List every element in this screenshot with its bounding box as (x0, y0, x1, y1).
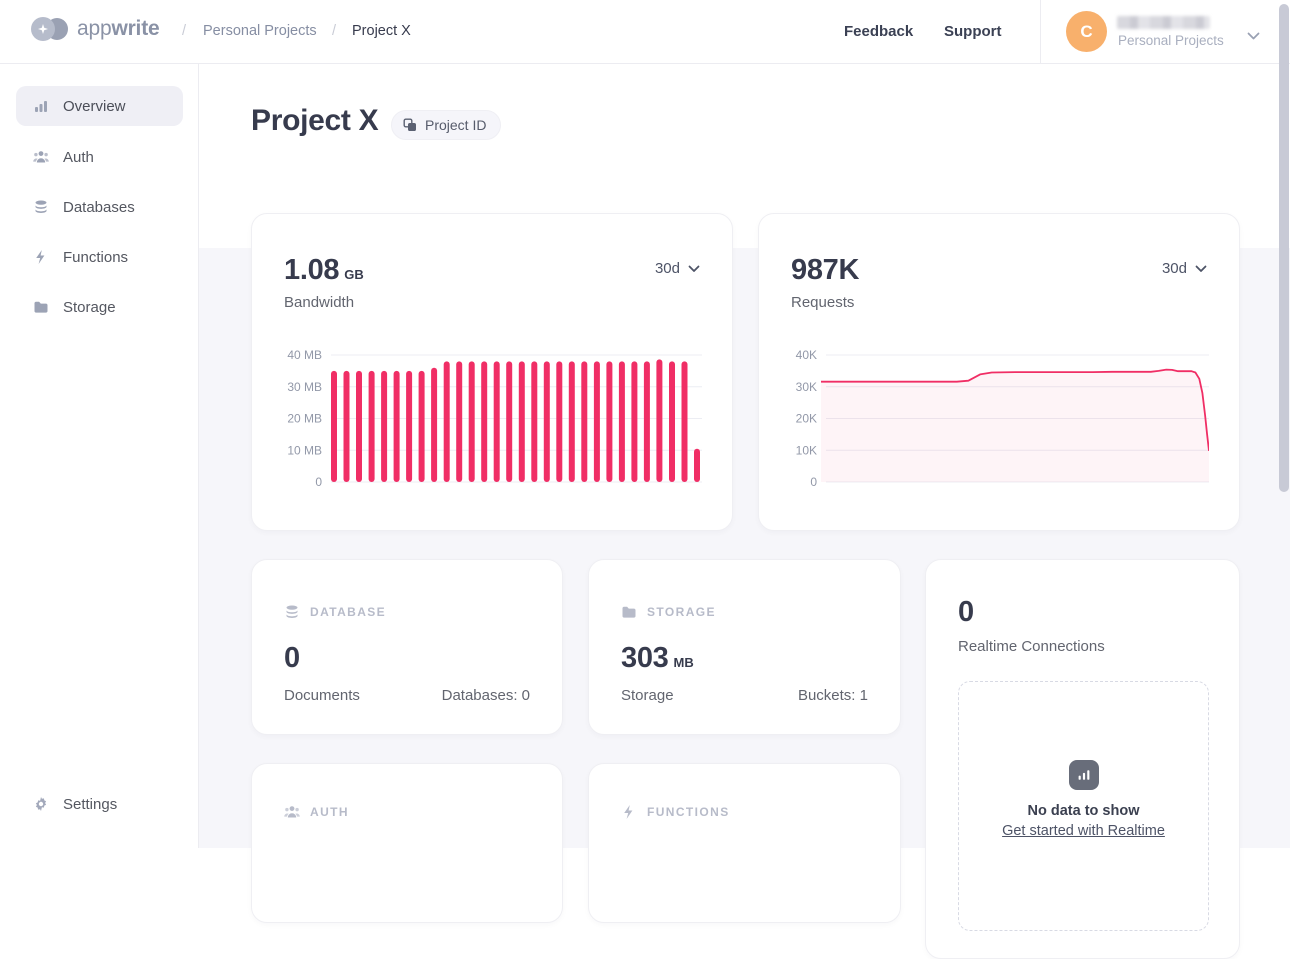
requests-card: 987K Requests 30d 40K 30K 20K 10K 0 (758, 213, 1240, 531)
requests-label: Requests (791, 294, 855, 311)
page-title: Project X (251, 104, 379, 137)
bandwidth-chart: 40 MB 30 MB 20 MB 10 MB 0 (287, 348, 702, 489)
bandwidth-unit: GB (344, 267, 364, 282)
svg-text:30 MB: 30 MB (287, 380, 322, 394)
sidebar-item-label: Storage (63, 298, 116, 316)
sidebar-item-storage[interactable]: Storage (16, 287, 183, 327)
feedback-link[interactable]: Feedback (844, 23, 914, 40)
realtime-connections-count: 0 (958, 596, 974, 628)
functions-category-label: FUNCTIONS (647, 805, 730, 819)
no-data-chart-icon (1068, 760, 1099, 790)
avatar[interactable]: C (1066, 11, 1107, 52)
requests-chart: 40K 30K 20K 10K 0 (796, 348, 1209, 489)
storage-unit: MB (673, 655, 694, 670)
databases-meta: Databases: 0 (441, 687, 530, 704)
range-value: 30d (654, 260, 680, 277)
auth-card: AUTH (251, 763, 563, 923)
database-category-label: DATABASE (310, 605, 387, 619)
svg-text:0: 0 (315, 475, 322, 489)
svg-text:10 MB: 10 MB (287, 443, 322, 457)
users-icon (33, 149, 49, 165)
storage-card: STORAGE 303 MB Storage Buckets: 1 (588, 559, 901, 735)
svg-text:40K: 40K (796, 348, 817, 362)
range-value: 30d (1161, 260, 1187, 277)
folder-icon (33, 299, 49, 315)
breadcrumb-separator: / (332, 23, 337, 39)
sidebar-item-settings[interactable]: Settings (16, 784, 183, 824)
chevron-down-icon (1195, 260, 1207, 277)
sidebar-item-overview[interactable]: Overview (16, 86, 183, 126)
svg-text:0: 0 (810, 475, 817, 489)
no-data-title: No data to show (1027, 803, 1140, 819)
users-icon (284, 804, 300, 820)
svg-text:30K: 30K (796, 380, 817, 394)
project-id-badge-label: Project ID (425, 117, 487, 133)
user-name-redacted (1117, 16, 1210, 29)
bandwidth-range-select[interactable]: 30d (655, 260, 700, 277)
requests-range-select[interactable]: 30d (1162, 260, 1207, 277)
lightning-icon (33, 249, 49, 265)
chevron-down-icon[interactable] (1247, 27, 1260, 45)
sidebar-item-label: Settings (63, 795, 118, 813)
chevron-down-icon (688, 260, 700, 277)
buckets-meta: Buckets: 1 (797, 687, 868, 704)
sidebar-item-databases[interactable]: Databases (16, 187, 183, 227)
database-icon (33, 199, 49, 215)
breadcrumb-current: Project X (352, 23, 411, 39)
functions-card: FUNCTIONS (588, 763, 901, 923)
svg-text:10K: 10K (796, 443, 817, 457)
support-link[interactable]: Support (944, 23, 1002, 40)
lightning-icon (621, 804, 637, 820)
bar-chart-icon (33, 98, 49, 114)
sidebar-item-label: Databases (63, 198, 135, 216)
auth-category-label: AUTH (310, 805, 349, 819)
sidebar-item-label: Functions (63, 248, 129, 266)
project-id-badge[interactable]: Project ID (391, 110, 502, 140)
logo-text: appwrite (77, 17, 160, 40)
bandwidth-card: 1.08 GB Bandwidth 30d 40 MB 30 MB 20 MB 10 … (251, 213, 733, 531)
svg-text:40 MB: 40 MB (287, 348, 322, 362)
folder-icon (621, 604, 637, 620)
svg-text:20 MB: 20 MB (287, 412, 322, 426)
sidebar-item-label: Auth (63, 148, 94, 166)
sidebar-item-label: Overview (63, 97, 126, 115)
requests-value: 987K (791, 254, 860, 286)
realtime-card: 0 Realtime Connections No data to show G… (925, 559, 1240, 959)
header-divider (1040, 0, 1041, 63)
realtime-empty-state: No data to show Get started with Realtim… (958, 681, 1209, 931)
sidebar: Overview Auth Databases Functions Storag… (0, 64, 199, 848)
documents-count: 0 (284, 642, 300, 674)
svg-text:20K: 20K (796, 412, 817, 426)
header: appwrite / Personal Projects / Project X… (0, 0, 1290, 64)
sidebar-item-functions[interactable]: Functions (16, 237, 183, 277)
breadcrumb-parent[interactable]: Personal Projects (203, 23, 317, 39)
bandwidth-value: 1.08 (284, 254, 340, 286)
storage-category-label: STORAGE (647, 605, 716, 619)
realtime-connections-label: Realtime Connections (958, 638, 1105, 655)
breadcrumb-separator: / (182, 23, 187, 39)
get-started-realtime-link[interactable]: Get started with Realtime (1002, 823, 1165, 839)
appwrite-logo-icon (31, 17, 68, 41)
appwrite-logo[interactable]: appwrite (31, 17, 160, 41)
user-organization: Personal Projects (1118, 33, 1224, 48)
bandwidth-label: Bandwidth (284, 294, 355, 311)
vertical-scrollbar-thumb[interactable] (1279, 4, 1289, 492)
storage-value: 303 (621, 642, 669, 674)
copy-icon (403, 118, 417, 132)
sidebar-item-auth[interactable]: Auth (16, 137, 183, 177)
gear-icon (33, 796, 49, 812)
database-icon (284, 604, 300, 620)
storage-label: Storage (621, 687, 674, 704)
documents-label: Documents (284, 687, 360, 704)
database-card: DATABASE 0 Documents Databases: 0 (251, 559, 563, 735)
